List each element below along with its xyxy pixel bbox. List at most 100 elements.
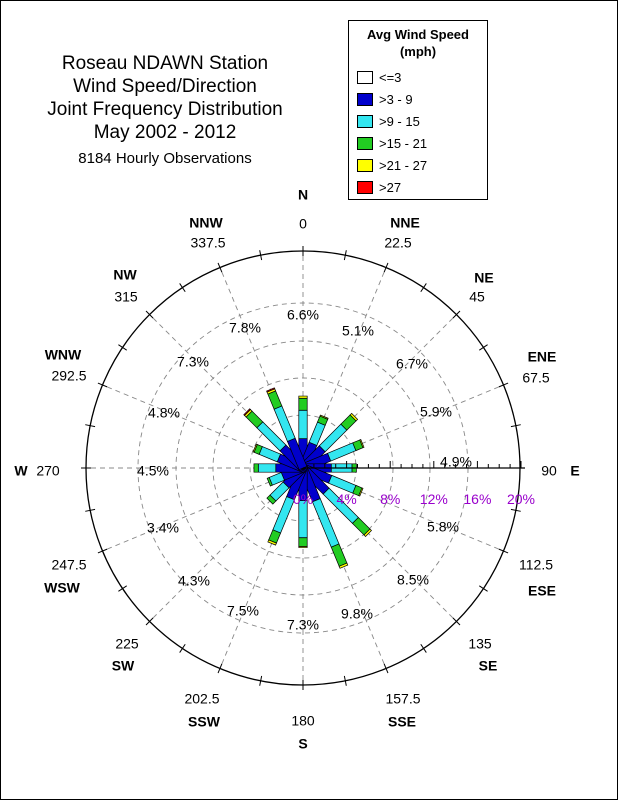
degree-label-nw: 315 xyxy=(114,289,138,305)
circle-tick xyxy=(383,663,389,674)
bar-segment-ne xyxy=(349,412,359,422)
compass-label-ene: ENE xyxy=(528,349,557,365)
circle-tick xyxy=(118,585,128,592)
circle-tick xyxy=(85,424,96,428)
degree-label-e: 90 xyxy=(541,463,557,479)
circle-tick xyxy=(478,344,488,351)
circle-tick xyxy=(452,310,461,319)
radial-tick-label: 4% xyxy=(336,491,356,507)
compass-label-ne: NE xyxy=(474,270,493,286)
percent-label-ese: 5.8% xyxy=(427,519,459,535)
circle-tick xyxy=(179,283,186,293)
chart-title: Roseau NDAWN Station Wind Speed/Directio… xyxy=(20,52,310,167)
bar-segment-s xyxy=(298,537,308,547)
bar-segment-n xyxy=(298,397,308,411)
circle-tick xyxy=(259,675,263,686)
legend-label: >27 xyxy=(379,179,402,195)
legend-swatch xyxy=(357,180,373,194)
bar-segment-nnw xyxy=(267,390,283,410)
direction-labels: N 0 6.6% NNE 22.5 5.1% NE 45 6.7% ENE 67.5 5.9% E 90 4… xyxy=(14,187,579,752)
circle-tick xyxy=(383,262,389,273)
circle-tick xyxy=(478,585,488,592)
degree-label-wsw: 247.5 xyxy=(51,557,86,573)
legend-item: >21 - 27 xyxy=(357,157,427,173)
legend-label: >21 - 27 xyxy=(379,157,428,173)
compass-label-wnw: WNW xyxy=(45,347,82,363)
bar-segment-sse xyxy=(330,543,348,567)
bar-segment-ssw xyxy=(267,539,277,546)
circle-tick xyxy=(217,663,223,674)
percent-label-n: 6.6% xyxy=(287,307,319,323)
title-line-2: Wind Speed/Direction xyxy=(73,76,257,97)
compass-label-ese: ESE xyxy=(528,583,556,599)
percent-label-w: 4.5% xyxy=(137,463,169,479)
compass-label-wsw: WSW xyxy=(44,580,81,596)
compass-label-nne: NNE xyxy=(390,215,420,231)
bar-segment-ene xyxy=(359,439,365,449)
legend-label: <=3 xyxy=(379,69,402,85)
compass-label-se: SE xyxy=(479,658,498,674)
legend-swatch xyxy=(357,92,373,106)
bar-segment-sse xyxy=(338,562,349,569)
degree-label-wnw: 292.5 xyxy=(51,368,86,384)
circle-tick xyxy=(452,617,461,626)
title-line-3: Joint Frequency Distribution xyxy=(47,99,283,120)
bar-segment-wsw xyxy=(266,477,273,487)
percent-label-ene: 5.9% xyxy=(420,404,452,420)
compass-label-sw: SW xyxy=(112,658,135,674)
bar-segment-wnw xyxy=(252,443,258,453)
radial-tick-label: 0% xyxy=(293,491,313,507)
circle-tick xyxy=(97,548,108,554)
legend-item: >3 - 9 xyxy=(357,91,413,107)
percent-label-sw: 4.3% xyxy=(178,573,210,589)
compass-label-nnw: NNW xyxy=(189,215,223,231)
degree-label-ne: 45 xyxy=(469,289,485,305)
bar-segment-nnw xyxy=(266,387,276,393)
bar-segment-wnw xyxy=(258,446,281,463)
legend-title: Avg Wind Speed xyxy=(367,27,469,42)
percent-label-ne: 6.7% xyxy=(396,356,428,372)
bar-segment-n xyxy=(298,409,308,439)
circle-tick xyxy=(118,344,128,351)
title-line-1: Roseau NDAWN Station xyxy=(61,53,269,74)
legend-item: >27 xyxy=(357,179,401,195)
degree-label-sse: 157.5 xyxy=(385,691,420,707)
percent-label-nw: 7.3% xyxy=(177,354,209,370)
bar-segment-nne xyxy=(319,414,329,420)
bar-segment-w xyxy=(257,463,277,473)
bar-segment-n xyxy=(298,395,308,399)
compass-label-sse: SSE xyxy=(388,714,416,730)
percent-label-wsw: 3.4% xyxy=(147,520,179,536)
chart-subtitle: 8184 Hourly Observations xyxy=(78,150,252,167)
radial-tick-label: 20% xyxy=(507,491,535,507)
degree-label-ssw: 202.5 xyxy=(184,691,219,707)
legend-label: >9 - 15 xyxy=(379,113,420,129)
legend-swatch xyxy=(357,136,373,150)
compass-label-nw: NW xyxy=(113,267,137,283)
degree-label-sw: 225 xyxy=(115,636,139,652)
compass-label-n: N xyxy=(298,187,308,203)
circle-tick xyxy=(498,382,509,388)
radial-axis: 0% 4% 8% 12% 16% 20% xyxy=(293,461,535,507)
circle-tick xyxy=(145,617,154,626)
percent-label-ssw: 7.5% xyxy=(227,603,259,619)
bar-segment-w xyxy=(253,463,259,473)
bar-segment-se xyxy=(363,528,372,537)
legend: Avg Wind Speed (mph) <=3 >3 - 9 >9 - 15 … xyxy=(348,20,488,200)
compass-label-w: W xyxy=(14,463,28,479)
radial-tick-label: 16% xyxy=(463,491,491,507)
circle-tick xyxy=(498,548,509,554)
percent-label-sse: 9.8% xyxy=(341,606,373,622)
bar-segment-nw xyxy=(243,408,251,416)
bar-segment-sw xyxy=(266,494,277,505)
legend-item: <=3 xyxy=(357,69,401,85)
circle-tick xyxy=(145,310,154,319)
degree-label-ene: 67.5 xyxy=(522,370,549,386)
circle-tick xyxy=(343,250,347,261)
wind-rose-bars xyxy=(243,387,372,569)
percent-label-wnw: 4.8% xyxy=(148,405,180,421)
circle-tick xyxy=(420,283,427,293)
circle-tick xyxy=(97,382,108,388)
